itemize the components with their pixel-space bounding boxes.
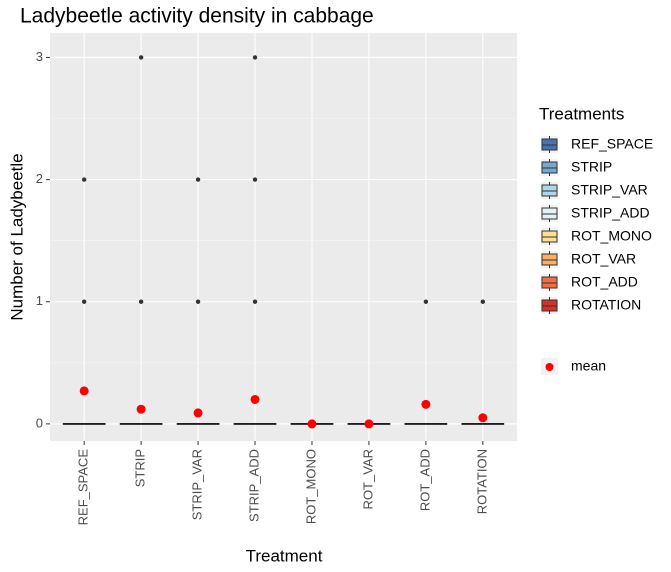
chart-title: Ladybeetle activity density in cabbage <box>20 5 374 28</box>
y-tick-label: 2 <box>36 171 43 186</box>
mean-point <box>307 419 317 429</box>
x-tick-label: STRIP <box>133 449 148 487</box>
outlier <box>195 177 201 182</box>
mean-point <box>136 404 146 414</box>
outlier <box>252 177 258 182</box>
x-tick-label: ROT_MONO <box>303 449 318 524</box>
legend-label: ROT_VAR <box>571 251 636 267</box>
y-axis-title: Number of Ladybeetle <box>7 153 26 320</box>
mean-point <box>421 399 431 409</box>
outlier <box>480 299 486 304</box>
outlier <box>252 299 258 304</box>
y-tick-label: 3 <box>36 49 43 64</box>
x-tick-label: REF_SPACE <box>76 449 91 526</box>
outlier <box>81 177 87 182</box>
mean-point <box>79 386 89 396</box>
mean-point <box>364 419 374 429</box>
legend-label: ROT_ADD <box>571 274 638 290</box>
x-tick-label: ROT_ADD <box>417 449 432 511</box>
legend-label: STRIP <box>571 159 612 175</box>
legend-label: STRIP_ADD <box>571 205 650 221</box>
legend-mean-key <box>545 363 554 371</box>
x-tick-label: STRIP_ADD <box>246 449 261 522</box>
legend-title: Treatments <box>539 104 624 123</box>
mean-point <box>478 413 488 423</box>
x-tick-label: ROTATION <box>474 449 489 514</box>
y-tick-label: 0 <box>36 415 43 430</box>
outlier <box>138 55 144 60</box>
legend-label: REF_SPACE <box>571 136 653 152</box>
legend-label: ROTATION <box>571 297 641 313</box>
outlier <box>81 299 87 304</box>
mean-point <box>250 394 260 404</box>
legend-label: mean <box>571 358 606 374</box>
panel <box>50 33 517 441</box>
mean-point <box>193 408 203 418</box>
x-tick-label: STRIP_VAR <box>190 449 205 520</box>
legend-label: ROT_MONO <box>571 228 652 244</box>
outlier <box>138 299 144 304</box>
x-axis-title: Treatment <box>246 546 323 565</box>
legend-label: STRIP_VAR <box>571 182 648 198</box>
y-tick-label: 1 <box>36 293 43 308</box>
outlier <box>423 299 429 304</box>
outlier <box>252 55 258 60</box>
x-tick-label: ROT_VAR <box>360 449 375 509</box>
outlier <box>195 299 201 304</box>
